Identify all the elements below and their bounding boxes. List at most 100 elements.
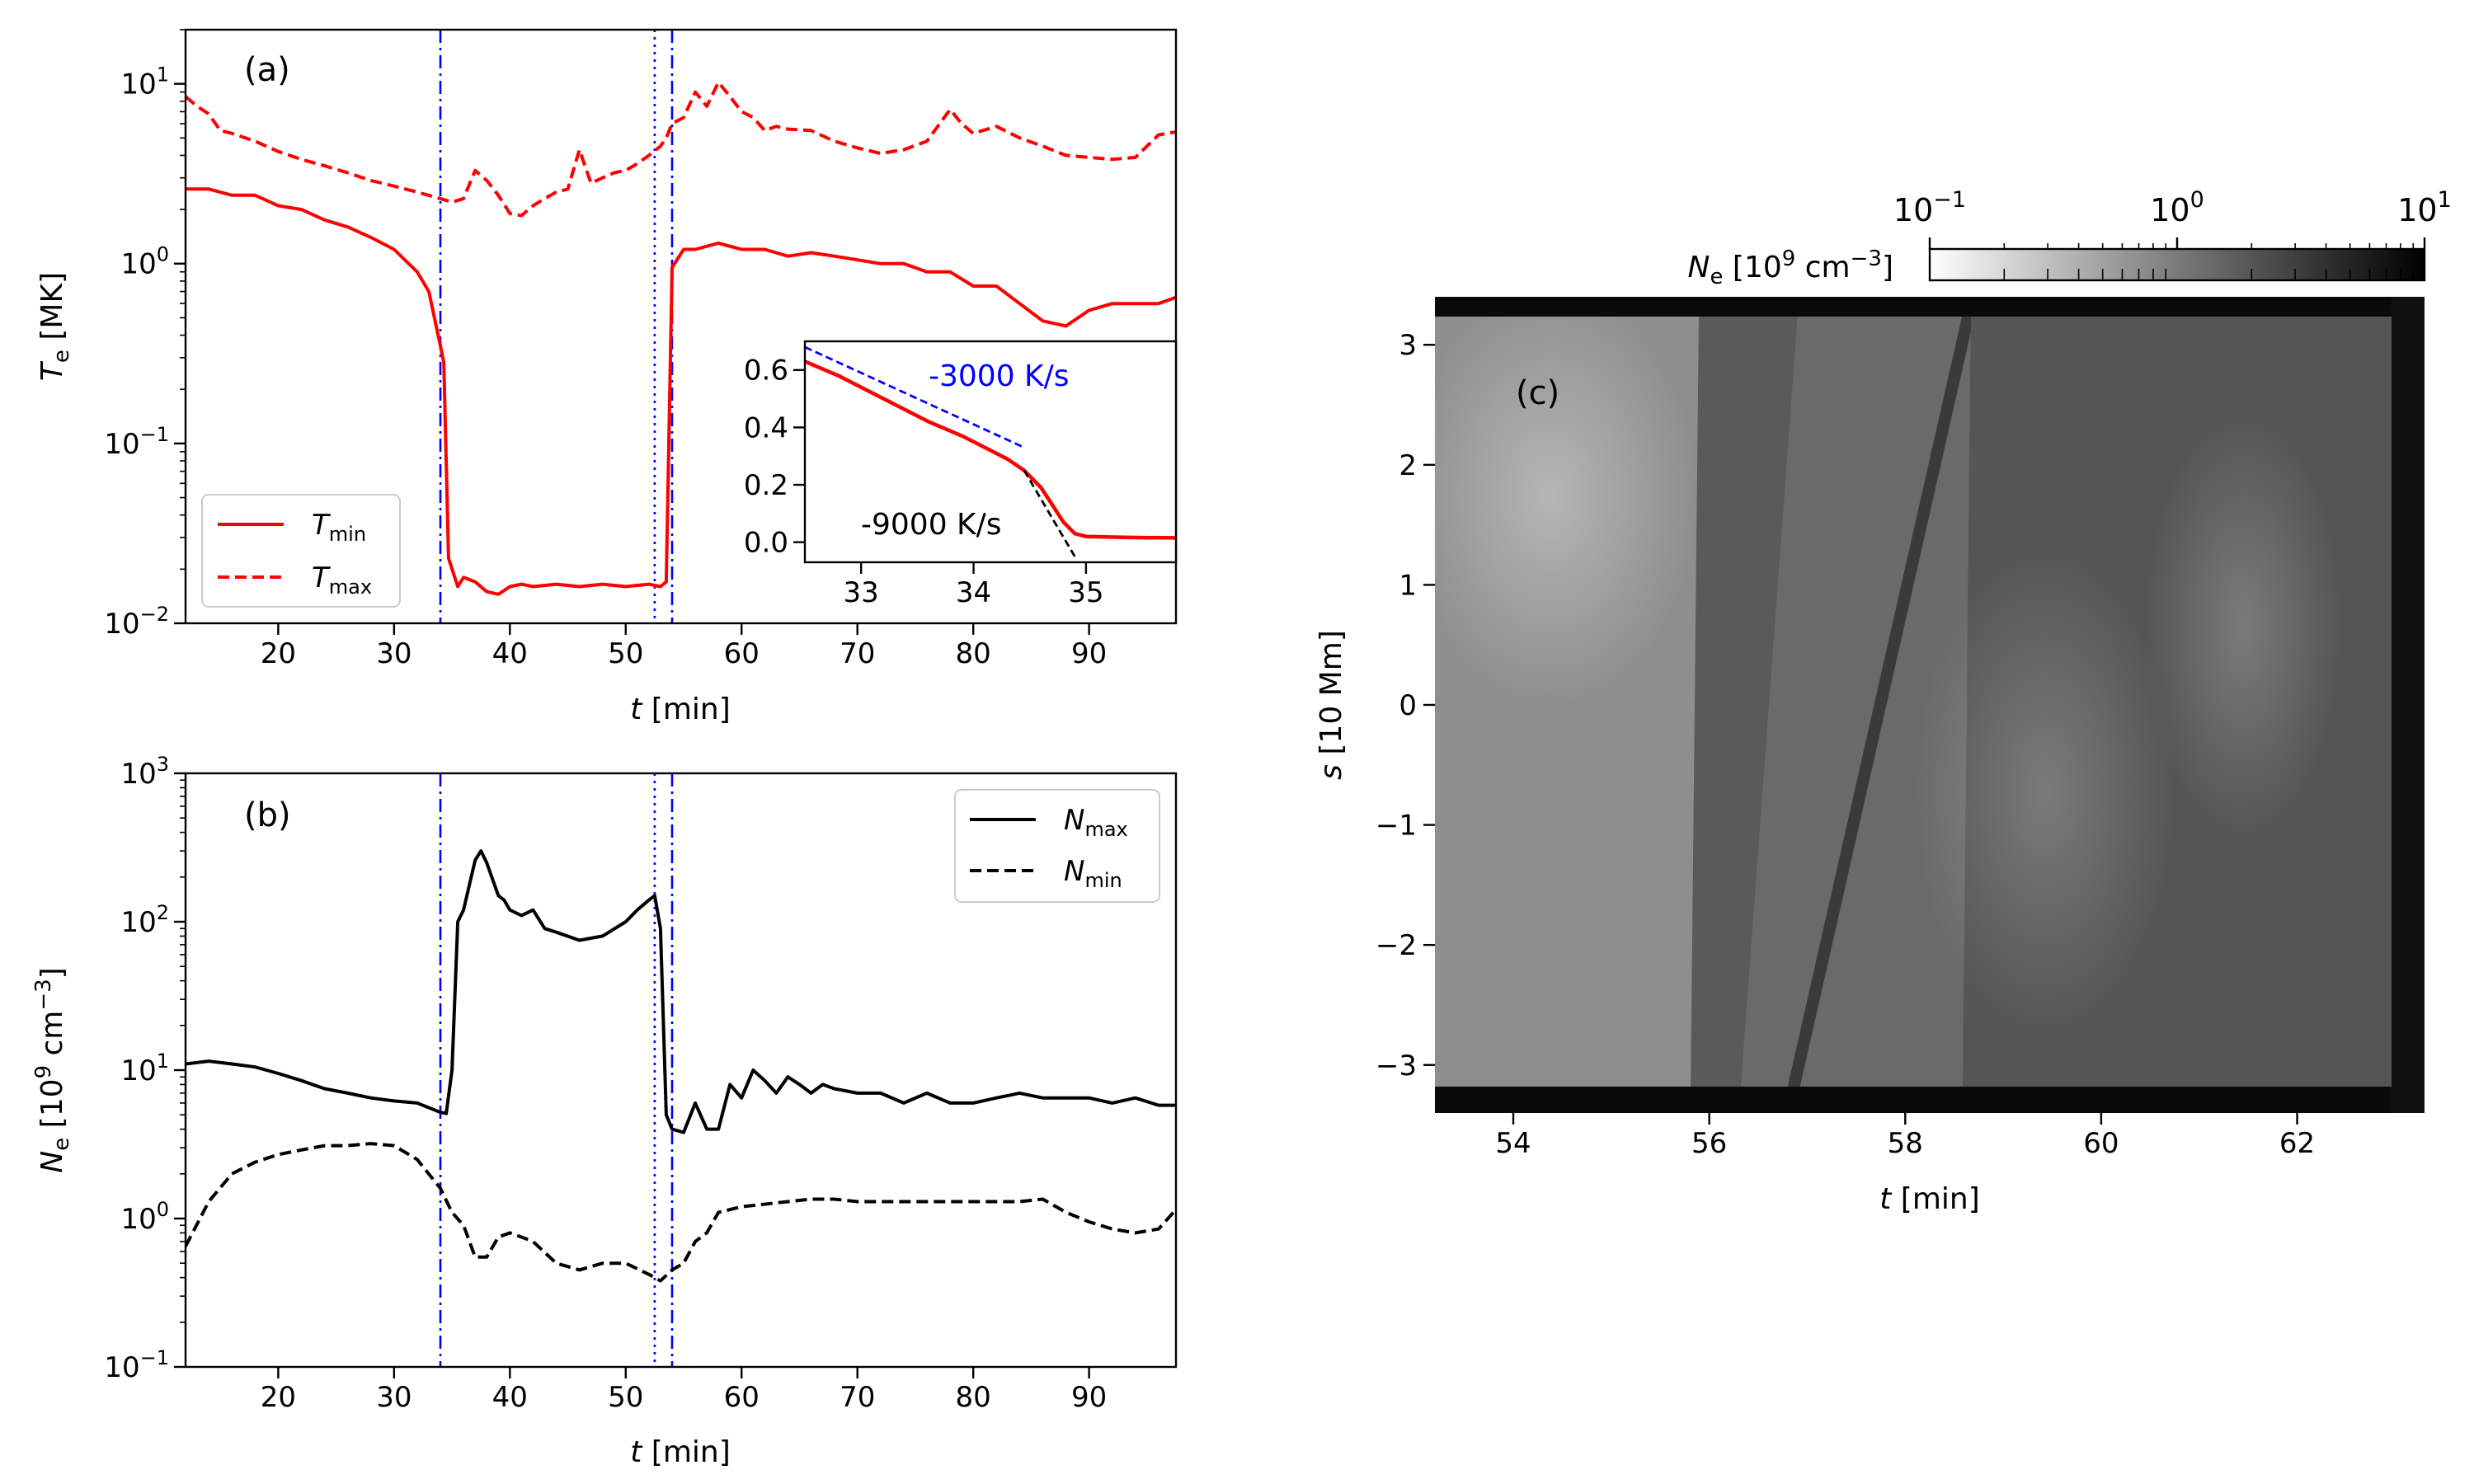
panel-a: 20 30 40 50 60 70 80 90 10−2 10−1 100 101 (a) t [mi… bbox=[35, 28, 1178, 726]
a-x-tick-label: 20 bbox=[261, 637, 296, 670]
c-heatmap-bright-patch-2 bbox=[1913, 544, 2177, 1039]
a-inset-x-tick-label: 34 bbox=[956, 576, 991, 609]
b-x-tick-label: 50 bbox=[608, 1381, 643, 1414]
panel-c: 54 56 58 60 62 −3 −2 −1 0 1 2 3 (c) t [min] s [10 M… bbox=[1315, 187, 2452, 1216]
c-colorbar-gradient bbox=[1928, 247, 2426, 282]
a-axis-ticks: 20 30 40 50 60 70 80 90 10−2 10−1 100 101 bbox=[104, 29, 1107, 670]
a-inset-annotation-3000: -3000 K/s bbox=[929, 359, 1070, 393]
c-y-axis-label: s [10 Mm] bbox=[1315, 630, 1348, 780]
c-y-tick-label: 2 bbox=[1399, 449, 1417, 482]
b-y-tick-label: 102 bbox=[120, 901, 169, 939]
b-axis-ticks: 20 30 40 50 60 70 80 90 10−1 100 101 102 103 bbox=[104, 753, 1107, 1414]
c-x-tick-label: 62 bbox=[2279, 1127, 2315, 1160]
b-x-tick-label: 60 bbox=[724, 1381, 760, 1414]
b-legend-nmax-label: Nmax bbox=[1064, 804, 1128, 841]
panel-b: 20 30 40 50 60 70 80 90 10−1 100 101 102 103 (b) t [… bbox=[31, 753, 1178, 1469]
a-series-group bbox=[186, 80, 1176, 596]
c-x-tick-label: 58 bbox=[1888, 1127, 1923, 1160]
a-x-tick-label: 30 bbox=[376, 637, 412, 670]
a-y-tick-label: 10−1 bbox=[104, 423, 169, 461]
c-y-tick-label: −3 bbox=[1376, 1050, 1417, 1082]
a-y-axis-label: Te [MK] bbox=[35, 272, 74, 381]
a-y-tick-label: 101 bbox=[120, 63, 169, 101]
c-colorbar-label: Ne [109 cm−3] bbox=[1688, 247, 1893, 289]
a-inset-y-tick-label: 0.4 bbox=[744, 411, 788, 444]
a-series-t-max bbox=[186, 80, 1176, 218]
a-panel-label: (a) bbox=[244, 51, 290, 89]
c-heatmap-top-edge bbox=[1435, 297, 2425, 317]
b-x-tick-label: 80 bbox=[956, 1381, 991, 1414]
a-x-tick-label: 80 bbox=[956, 637, 991, 670]
a-inset-series-fit-9000 bbox=[1023, 469, 1076, 557]
b-x-tick-label: 90 bbox=[1071, 1381, 1107, 1414]
a-inset-annotation-9000: -9000 K/s bbox=[861, 508, 1002, 542]
c-y-tick-label: 1 bbox=[1399, 569, 1417, 602]
c-heatmap-shock-front bbox=[1785, 313, 1975, 1097]
b-axes-frame bbox=[184, 772, 1178, 1369]
a-legend-tmin-label: Tmin bbox=[312, 509, 366, 546]
a-inset-y-tick-label: 0.2 bbox=[744, 469, 788, 502]
c-x-tick-label: 60 bbox=[2083, 1127, 2119, 1160]
c-heatmap-bright-patch-1 bbox=[1435, 297, 1699, 709]
b-y-tick-label: 10−1 bbox=[104, 1346, 169, 1384]
a-x-tick-label: 70 bbox=[840, 637, 875, 670]
c-heatmap-bottom-edge bbox=[1435, 1087, 2425, 1113]
a-inset-series-group bbox=[805, 345, 1176, 557]
b-reference-lines bbox=[439, 773, 674, 1367]
c-panel-label: (c) bbox=[1516, 374, 1559, 412]
b-legend: Nmax Nmin bbox=[954, 789, 1160, 903]
b-y-tick-label: 100 bbox=[120, 1198, 169, 1236]
a-inset-x-tick-label: 35 bbox=[1068, 576, 1103, 609]
b-x-tick-label: 30 bbox=[376, 1381, 412, 1414]
b-x-tick-label: 70 bbox=[840, 1381, 875, 1414]
a-legend-tmax-label: Tmax bbox=[312, 561, 372, 599]
a-inset-axis-ticks: 33 34 35 0.0 0.2 0.4 0.6 bbox=[744, 355, 1104, 609]
a-x-tick-label: 90 bbox=[1071, 637, 1107, 670]
b-y-tick-label: 103 bbox=[120, 753, 169, 791]
b-legend-box bbox=[954, 789, 1160, 903]
b-panel-label: (b) bbox=[244, 796, 291, 834]
c-heatmap bbox=[1435, 297, 2425, 1113]
c-heatmap-right-edge bbox=[2392, 297, 2425, 1113]
c-colorbar-tick-label: 10−1 bbox=[1893, 187, 1966, 228]
c-x-tick-label: 56 bbox=[1691, 1127, 1727, 1160]
b-x-axis-label: t [min] bbox=[630, 1435, 731, 1469]
a-inset-series-fit-3000 bbox=[805, 345, 1025, 449]
a-y-tick-label: 100 bbox=[120, 243, 169, 281]
c-y-tick-label: −1 bbox=[1376, 810, 1417, 843]
b-x-tick-label: 40 bbox=[492, 1381, 528, 1414]
a-axes-frame bbox=[184, 28, 1178, 625]
a-y-tick-label: 10−2 bbox=[104, 603, 169, 641]
b-y-axis-label: Ne [109 cm−3] bbox=[31, 967, 74, 1172]
c-colorbar-tick-label: 101 bbox=[2397, 187, 2452, 228]
b-series-n-min bbox=[186, 1142, 1176, 1283]
a-reference-lines bbox=[439, 30, 674, 623]
c-axis-ticks: 54 56 58 60 62 −3 −2 −1 0 1 2 3 bbox=[1376, 329, 2315, 1160]
a-x-tick-label: 40 bbox=[492, 637, 528, 670]
a-inset-x-tick-label: 33 bbox=[844, 576, 879, 609]
a-inset-y-tick-label: 0.0 bbox=[744, 527, 788, 560]
b-x-tick-label: 20 bbox=[261, 1381, 296, 1414]
c-heatmap-bright-patch-3 bbox=[2144, 412, 2342, 841]
a-x-tick-label: 50 bbox=[608, 637, 643, 670]
c-colorbar-ticks: 10−1 100 101 bbox=[1893, 187, 2452, 280]
a-series-t-min bbox=[186, 187, 1176, 596]
c-y-tick-label: −2 bbox=[1376, 929, 1417, 962]
b-legend-nmin-label: Nmin bbox=[1064, 855, 1122, 892]
a-inset: 33 34 35 0.0 0.2 0.4 0.6 -3000 K/s -9000 K/s bbox=[744, 340, 1178, 609]
c-heatmap-middle-band bbox=[1740, 313, 1971, 1097]
a-legend: Tmin Tmax bbox=[201, 494, 401, 608]
b-series-group bbox=[186, 849, 1176, 1283]
a-x-axis-label: t [min] bbox=[630, 693, 731, 726]
c-x-axis-label: t [min] bbox=[1879, 1182, 1980, 1216]
b-series-n-max bbox=[186, 849, 1176, 1134]
a-x-tick-label: 60 bbox=[724, 637, 760, 670]
c-y-tick-label: 0 bbox=[1399, 689, 1417, 722]
c-x-tick-label: 54 bbox=[1495, 1127, 1531, 1160]
a-inset-y-tick-label: 0.6 bbox=[744, 355, 788, 387]
c-colorbar-tick-label: 100 bbox=[2150, 187, 2204, 228]
b-y-tick-label: 101 bbox=[120, 1050, 169, 1087]
a-inset-frame bbox=[803, 340, 1178, 564]
c-y-tick-label: 3 bbox=[1399, 329, 1417, 362]
